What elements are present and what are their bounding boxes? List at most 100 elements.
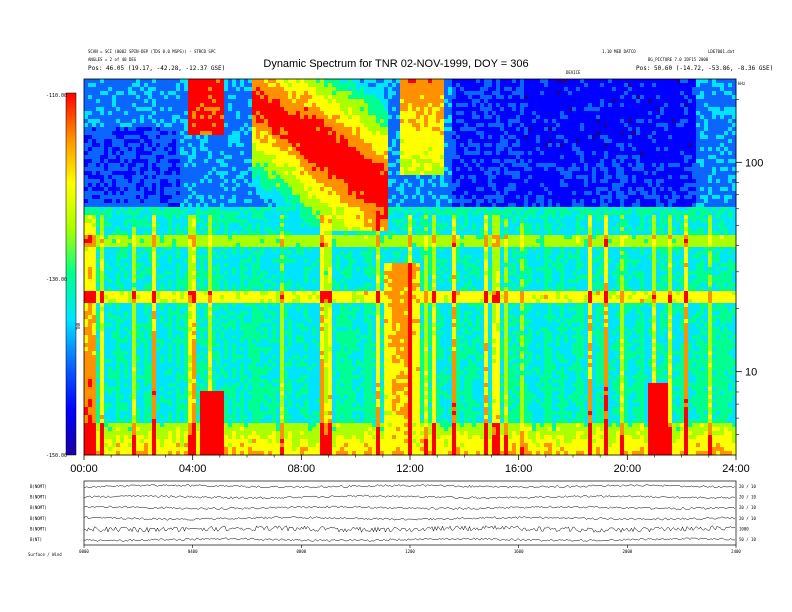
spectrogram-cell (264, 315, 269, 320)
spectrogram-cell (248, 335, 253, 340)
spectrogram-cell (124, 119, 129, 124)
spectrogram-cell (236, 375, 241, 380)
spectrogram-cell (168, 311, 173, 316)
spectrogram-cell (288, 399, 293, 404)
spectrogram-cell (268, 287, 273, 292)
spectrogram-cell (192, 219, 197, 224)
spectrogram-cell (276, 251, 281, 256)
spectrogram-cell (152, 299, 157, 304)
spectrogram-cell (152, 143, 157, 148)
spectrogram-cell (152, 319, 157, 324)
spectrogram-cell (280, 199, 285, 204)
spectrogram-cell (172, 335, 177, 340)
spectrogram-cell (120, 343, 125, 348)
spectrogram-cell (260, 191, 265, 196)
spectrogram-cell (176, 119, 181, 124)
spectrogram-cell (268, 223, 273, 228)
spectrogram-cell (204, 323, 209, 328)
spectrogram-cell (256, 127, 261, 132)
spectrogram-cell (136, 203, 141, 208)
spectrogram-cell (276, 107, 281, 112)
spectrogram-cell (256, 419, 261, 424)
spectrogram-cell (96, 367, 101, 372)
spectrogram-cell (160, 395, 165, 400)
spectrogram-cell (268, 207, 273, 212)
spectrogram-cell (88, 223, 93, 228)
spectrogram-cell (212, 231, 217, 236)
spectrogram-cell (236, 391, 241, 396)
spectrogram-cell (180, 99, 185, 104)
spectrogram-cell (192, 127, 197, 132)
spectrogram-cell (96, 163, 101, 168)
spectrogram-cell (224, 123, 229, 128)
spectrogram-cell (268, 335, 273, 340)
spectrogram-cell (280, 275, 285, 280)
spectrogram-cell (228, 123, 233, 128)
spectrogram-cell (288, 319, 293, 324)
spectrogram-cell (260, 451, 265, 456)
spectrogram-cell (88, 423, 93, 428)
spectrogram-cell (164, 123, 169, 128)
spectrogram-cell (100, 247, 105, 252)
spectrogram-cell (156, 291, 161, 296)
spectrogram-cell (164, 251, 169, 256)
spectrogram-cell (144, 135, 149, 140)
spectrogram-cell (156, 315, 161, 320)
spectrogram-cell (168, 427, 173, 432)
spectrogram-cell (140, 87, 145, 92)
spectrogram-cell (180, 163, 185, 168)
spectrogram-cell (136, 227, 141, 232)
spectrogram-cell (188, 375, 193, 380)
spectrogram-cell (176, 83, 181, 88)
spectrogram-cell (216, 223, 221, 228)
spectrogram-cell (252, 451, 257, 456)
spectrogram-cell (160, 311, 165, 316)
spectrogram-cell (264, 83, 269, 88)
spectrogram-cell (192, 239, 197, 244)
spectrogram-cell (112, 279, 117, 284)
spectrogram-cell (220, 203, 225, 208)
spectrogram-cell (148, 327, 153, 332)
spectrogram-cell (208, 335, 213, 340)
spectrogram-cell (256, 159, 261, 164)
spectrogram-cell (84, 291, 89, 296)
spectrogram-cell (236, 103, 241, 108)
spectrogram-cell (104, 383, 109, 388)
spectrogram-cell (204, 215, 209, 220)
spectrogram-cell (160, 167, 165, 172)
spectrogram-cell (208, 307, 213, 312)
spectrogram-cell (196, 95, 201, 100)
spectrogram-cell (120, 435, 125, 440)
spectrogram-cell (184, 203, 189, 208)
spectrogram-cell (168, 79, 173, 84)
spectrogram-cell (288, 227, 293, 232)
spectrogram-cell (104, 331, 109, 336)
spectrogram-cell (236, 335, 241, 340)
spectrogram-cell (276, 159, 281, 164)
spectrogram-cell (232, 275, 237, 280)
spectrogram-cell (180, 411, 185, 416)
spectrogram-cell (144, 127, 149, 132)
spectrogram-cell (92, 155, 97, 160)
spectrogram-cell (96, 443, 101, 448)
spectrogram-cell (88, 171, 93, 176)
spectrogram-cell (96, 107, 101, 112)
spectrogram-cell (272, 215, 277, 220)
spectrogram-cell (176, 267, 181, 272)
spectrogram-cell (276, 291, 281, 296)
spectrogram-cell (176, 399, 181, 404)
spectrogram-cell (140, 239, 145, 244)
spectrogram-cell (88, 287, 93, 292)
spectrogram-cell (204, 335, 209, 340)
spectrogram-cell (208, 183, 213, 188)
spectrogram-cell (152, 287, 157, 292)
spectrogram-cell (140, 183, 145, 188)
spectrogram-cell (208, 227, 213, 232)
spectrogram-cell (212, 143, 217, 148)
spectrogram-cell (268, 347, 273, 352)
spectrogram-cell (144, 291, 149, 296)
spectrogram-cell (244, 183, 249, 188)
spectrogram-cell (168, 215, 173, 220)
spectrogram-cell (152, 235, 157, 240)
spectrogram-cell (252, 363, 257, 368)
